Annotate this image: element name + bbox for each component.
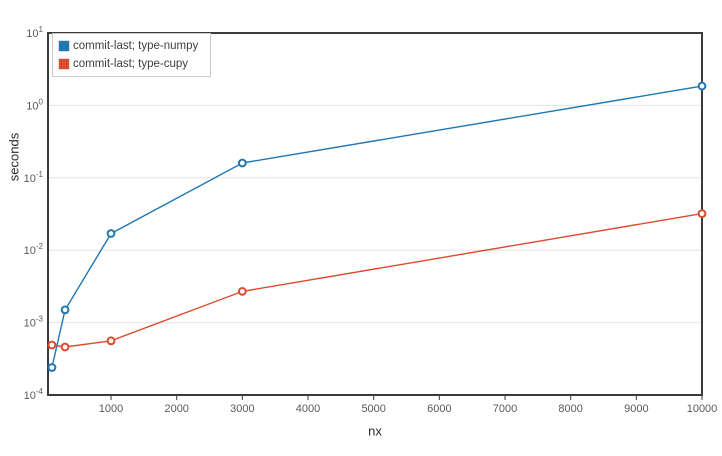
x-tick-label: 10000	[687, 403, 718, 415]
x-tick-label: 3000	[230, 403, 254, 415]
y-tick-label: 10-4	[24, 387, 44, 402]
data-point-cupy[interactable]	[697, 209, 707, 219]
data-point-numpy[interactable]	[697, 81, 707, 91]
x-tick-label: 8000	[558, 403, 582, 415]
y-tick-label: 10-3	[24, 315, 44, 330]
legend-item-cupy[interactable]: commit-last; type-cupy	[58, 56, 198, 72]
legend-label-numpy: commit-last; type-numpy	[73, 40, 199, 52]
data-point-numpy[interactable]	[60, 305, 70, 315]
x-axis-title: nx	[368, 423, 382, 439]
y-tick-label: 10-1	[24, 170, 44, 185]
legend[interactable]: commit-last; type-numpy commit-last; typ…	[52, 33, 212, 77]
data-point-cupy[interactable]	[237, 286, 247, 296]
series-line-numpy	[51, 85, 703, 368]
x-tick-label: 4000	[296, 403, 320, 415]
y-tick-label: 100	[26, 97, 43, 112]
y-tick-label: 101	[26, 25, 43, 40]
x-tick-label: 6000	[427, 403, 451, 415]
x-tick-label: 1000	[99, 403, 123, 415]
data-point-cupy[interactable]	[60, 342, 70, 352]
legend-label-cupy: commit-last; type-cupy	[73, 58, 189, 70]
series-line-cupy	[51, 212, 703, 348]
y-axis-title: seconds	[6, 132, 22, 182]
legend-item-numpy[interactable]: commit-last; type-numpy	[58, 38, 198, 54]
x-tick-label: 7000	[493, 403, 517, 415]
x-tick-label: 5000	[361, 403, 385, 415]
data-point-cupy[interactable]	[47, 340, 57, 350]
legend-swatch-cupy	[58, 58, 70, 70]
data-point-cupy[interactable]	[106, 336, 116, 346]
data-point-numpy[interactable]	[237, 158, 247, 168]
y-tick-label: 10-2	[24, 242, 44, 257]
x-tick-label: 2000	[164, 403, 188, 415]
x-tick-label: 9000	[624, 403, 648, 415]
data-point-numpy[interactable]	[47, 363, 57, 372]
data-point-numpy[interactable]	[106, 229, 116, 238]
legend-swatch-numpy	[58, 40, 70, 52]
